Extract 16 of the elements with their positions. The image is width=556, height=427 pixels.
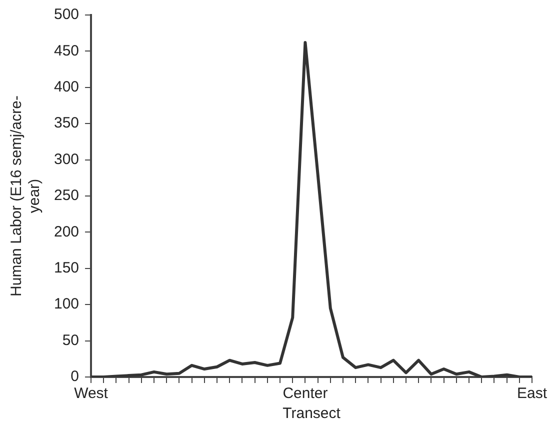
x-tick-label: East	[516, 385, 548, 402]
y-tick-label: 50	[62, 332, 80, 349]
y-tick-label: 300	[54, 150, 80, 168]
y-tick-label: 400	[54, 78, 80, 96]
y-tick-label: 250	[54, 187, 80, 204]
y-axis-title: Human Labor (E16 semj/acre-year)	[8, 96, 44, 296]
y-tick-label: 450	[54, 42, 80, 60]
y-tick-label: 0	[70, 368, 80, 386]
y-tick-label: 150	[54, 260, 80, 277]
y-tick-label: 350	[54, 114, 80, 132]
x-tick-label: Center	[282, 385, 328, 402]
y-tick-label: 100	[54, 296, 80, 313]
y-tick-label: 500	[54, 6, 80, 24]
x-axis-title: Transect	[282, 405, 342, 422]
y-tick-label: 200	[54, 223, 80, 240]
x-tick-label: West	[74, 385, 109, 402]
